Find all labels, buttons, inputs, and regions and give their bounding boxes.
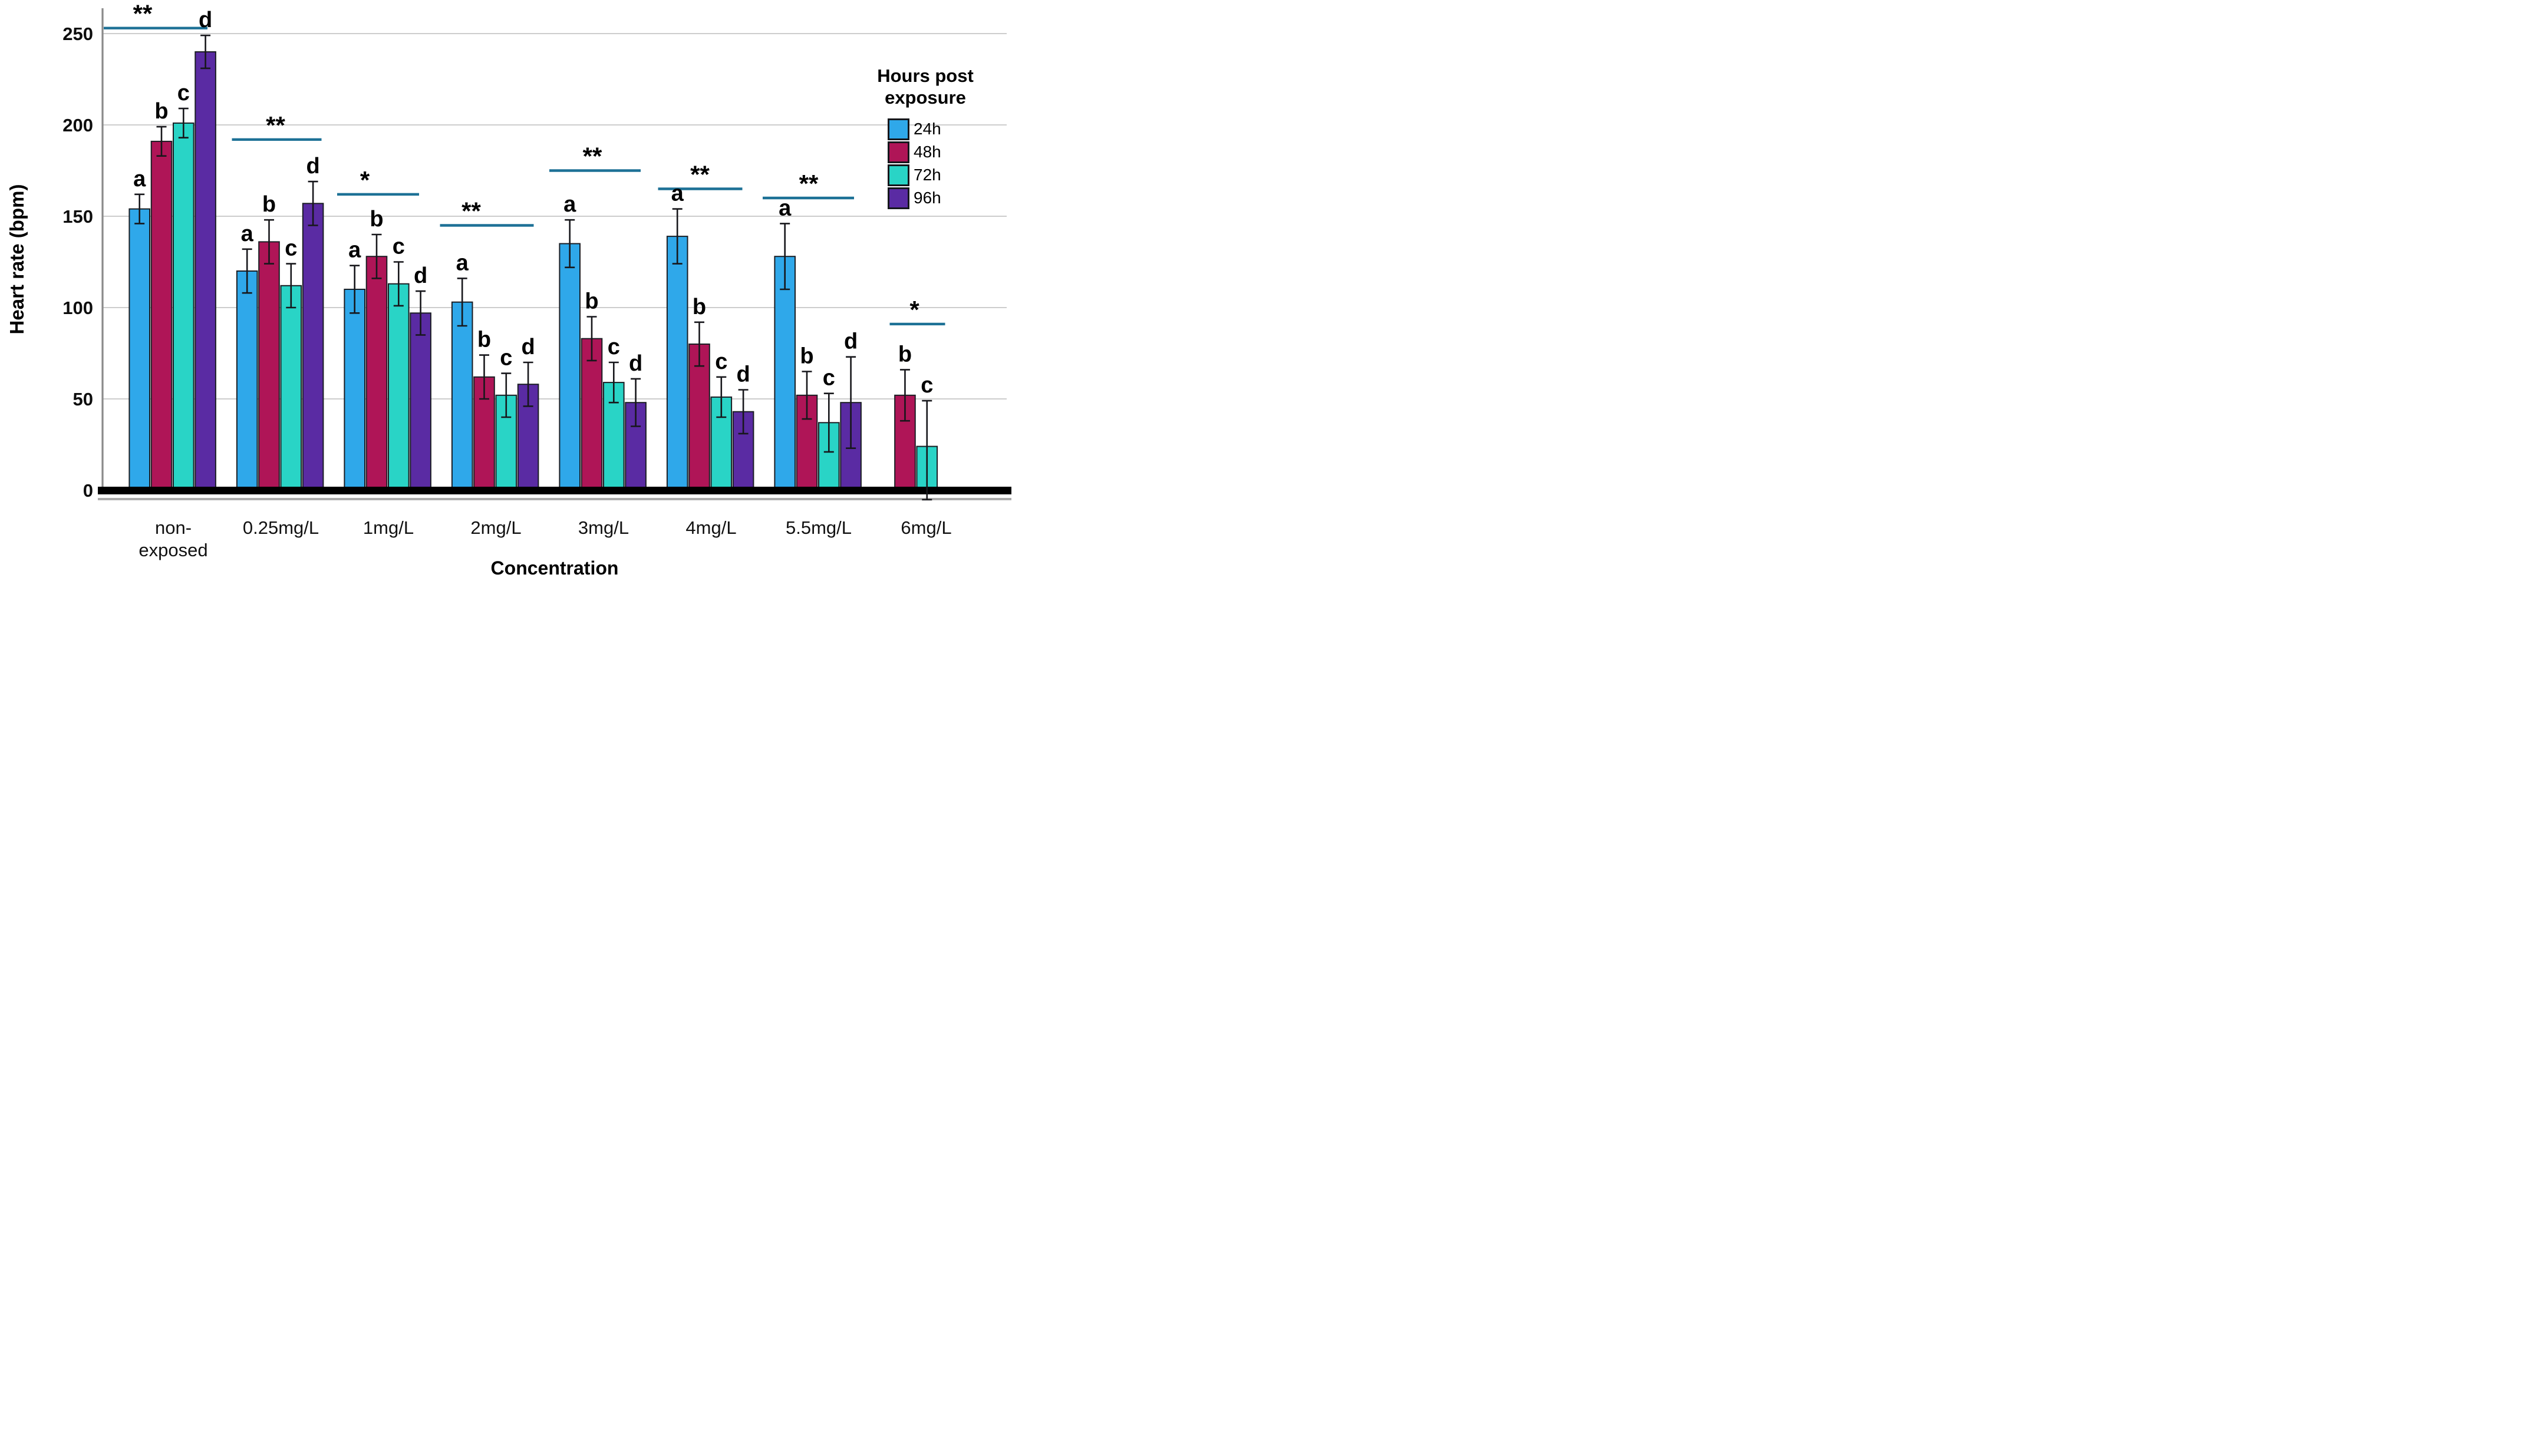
bar-5-5mg-l-24h xyxy=(774,256,796,491)
significance-stars-1mg-l: * xyxy=(360,166,370,194)
letter-0-25mg-l-72h: c xyxy=(285,236,297,261)
significance-stars-0-25mg-l: ** xyxy=(266,111,285,139)
letter-non-exposed-72h: c xyxy=(177,81,190,105)
bar-non-exposed-48h xyxy=(150,140,173,491)
letter-6mg-l-72h: c xyxy=(921,373,933,398)
letter-2mg-l-96h: d xyxy=(521,335,535,359)
letter-1mg-l-72h: c xyxy=(393,235,405,259)
y-tick-200: 200 xyxy=(62,115,93,136)
bar-3mg-l-48h xyxy=(581,338,603,491)
x-tick-3mg-l: 3mg/L xyxy=(578,517,629,538)
x-tick-4mg-l: 4mg/L xyxy=(685,517,736,538)
bar-0-25mg-l-72h xyxy=(280,285,302,491)
x-axis-shadow xyxy=(98,498,1011,500)
letter-3mg-l-72h: c xyxy=(608,335,620,359)
x-tick-1mg-l: 1mg/L xyxy=(363,517,414,538)
y-tick-0: 0 xyxy=(83,480,93,501)
x-axis-title: Concentration xyxy=(491,557,619,579)
letter-0-25mg-l-24h: a xyxy=(241,222,254,246)
letter-3mg-l-48h: b xyxy=(585,289,598,314)
letter-0-25mg-l-48h: b xyxy=(262,192,276,217)
y-axis-title: Heart rate (bpm) xyxy=(6,184,28,335)
significance-stars-6mg-l: * xyxy=(909,296,919,323)
bar-non-exposed-24h xyxy=(128,208,150,491)
letter-2mg-l-72h: c xyxy=(500,346,512,371)
y-tick-100: 100 xyxy=(62,298,93,318)
letter-5-5mg-l-96h: d xyxy=(844,329,858,354)
bar-4mg-l-48h xyxy=(688,344,710,491)
letter-2mg-l-48h: b xyxy=(477,328,491,352)
letter-3mg-l-24h: a xyxy=(563,192,576,217)
letter-5-5mg-l-72h: c xyxy=(823,366,835,391)
bar-2mg-l-24h xyxy=(451,301,473,491)
significance-stars-2mg-l: ** xyxy=(461,197,481,225)
significance-stars-non-exposed: ** xyxy=(133,0,153,28)
letter-non-exposed-96h: d xyxy=(199,8,212,32)
letter-non-exposed-48h: b xyxy=(154,99,168,124)
letter-4mg-l-72h: c xyxy=(715,349,727,374)
bar-1mg-l-72h xyxy=(388,283,410,491)
x-tick-non-exposed: non-exposed xyxy=(139,517,207,560)
significance-stars-3mg-l: ** xyxy=(583,143,602,170)
letter-4mg-l-96h: d xyxy=(736,362,750,387)
y-tick-250: 250 xyxy=(62,24,93,44)
x-axis-line xyxy=(98,487,1011,494)
letter-1mg-l-48h: b xyxy=(370,207,383,232)
letter-3mg-l-96h: d xyxy=(629,351,642,376)
x-tick-2mg-l: 2mg/L xyxy=(470,517,521,538)
bar-0-25mg-l-96h xyxy=(302,203,324,491)
bar-0-25mg-l-48h xyxy=(258,241,280,491)
letter-4mg-l-48h: b xyxy=(693,295,706,319)
letter-non-exposed-24h: a xyxy=(133,167,146,192)
bar-0-25mg-l-24h xyxy=(236,270,258,491)
letter-5-5mg-l-48h: b xyxy=(800,344,813,369)
letter-4mg-l-24h: a xyxy=(671,181,684,206)
y-tick-150: 150 xyxy=(62,206,93,227)
y-tick-50: 50 xyxy=(73,389,93,410)
letter-0-25mg-l-96h: d xyxy=(306,154,319,179)
letter-1mg-l-24h: a xyxy=(348,238,361,263)
bar-1mg-l-48h xyxy=(365,256,388,491)
bar-3mg-l-24h xyxy=(559,243,581,491)
x-tick-5-5mg-l: 5.5mg/L xyxy=(786,517,852,538)
significance-stars-5-5mg-l: ** xyxy=(799,170,819,197)
significance-stars-4mg-l: ** xyxy=(690,161,710,189)
bar-non-exposed-96h xyxy=(195,51,216,491)
x-tick-6mg-l: 6mg/L xyxy=(901,517,951,538)
bar-1mg-l-96h xyxy=(410,312,431,491)
grouped-bar-chart: ** ** * ** ** ** ** * a b c d a b c d a b c d a b c d a b c d a b c d a b… xyxy=(0,0,1014,582)
letter-2mg-l-24h: a xyxy=(456,250,469,275)
letter-1mg-l-96h: d xyxy=(414,263,427,288)
bar-4mg-l-24h xyxy=(666,236,688,491)
letter-6mg-l-48h: b xyxy=(898,342,912,367)
bar-1mg-l-24h xyxy=(344,289,366,491)
bar-non-exposed-72h xyxy=(173,122,195,491)
x-tick-0-25mg-l: 0.25mg/L xyxy=(243,517,319,538)
letter-5-5mg-l-24h: a xyxy=(779,196,792,220)
